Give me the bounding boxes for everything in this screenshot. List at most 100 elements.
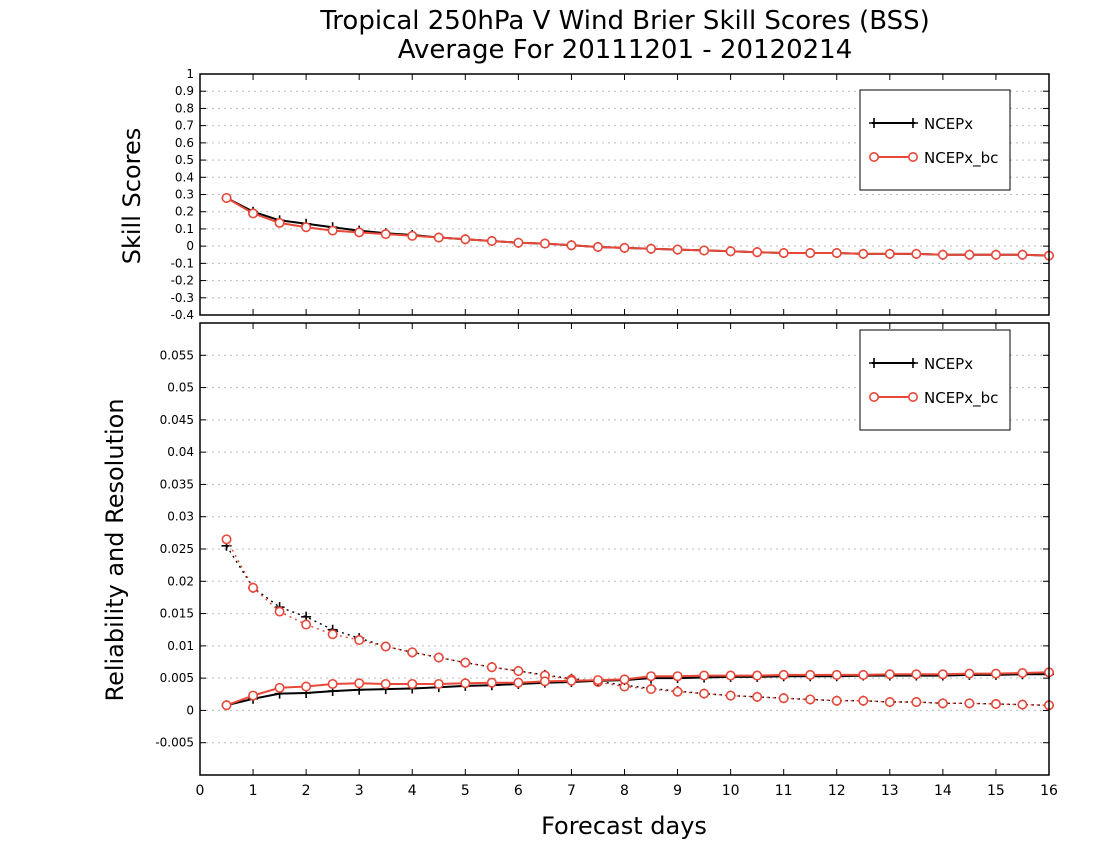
top-data-point (619, 242, 630, 253)
bottom-series-line (226, 671, 1050, 707)
chart-subtitle: Average For 20111201 - 20120214 (398, 35, 853, 65)
bottom-data-point (433, 652, 444, 663)
bottom-data-point (566, 675, 577, 686)
top-legend: NCEPx NCEPx_bc (859, 89, 1011, 191)
bottom-data-point (805, 694, 816, 705)
top-data-point (301, 222, 312, 233)
x-tick-label: 11 (775, 783, 793, 799)
top-data-point (778, 248, 789, 259)
bottom-data-point (1017, 667, 1028, 678)
top-legend-label: NCEPx (924, 115, 973, 133)
top-y-axis-label: Skill Scores (118, 128, 146, 265)
bottom-y-tick-label: 0.045 (160, 413, 194, 427)
bottom-data-point (301, 619, 312, 630)
bottom-data-point (486, 677, 497, 688)
bottom-data-point (327, 678, 338, 689)
bottom-data-point (990, 698, 1001, 709)
x-tick-label: 3 (355, 783, 364, 799)
top-data-point (592, 242, 603, 253)
x-tick-label: 10 (722, 783, 740, 799)
bottom-series-line (225, 545, 1050, 706)
x-tick-label: 5 (461, 783, 470, 799)
bottom-data-point (964, 698, 975, 709)
bottom-data-point (672, 671, 683, 682)
bottom-series-line (226, 673, 1049, 707)
x-tick-label: 2 (302, 783, 311, 799)
x-tick-label: 4 (408, 783, 417, 799)
bottom-y-tick-label: 0.025 (160, 542, 194, 556)
top-data-point (274, 217, 285, 228)
bottom-data-point (354, 678, 365, 689)
top-data-point (831, 248, 842, 259)
bottom-data-point (354, 635, 365, 646)
top-y-tick-label: 0.3 (175, 188, 194, 202)
top-data-point (699, 245, 710, 256)
top-data-point (937, 249, 948, 260)
top-data-point (1017, 249, 1028, 260)
top-data-point (460, 234, 471, 245)
bottom-data-point (884, 669, 895, 680)
bottom-data-point (937, 669, 948, 680)
top-data-point (990, 249, 1001, 260)
bottom-data-point (725, 690, 736, 701)
top-data-point (486, 235, 497, 246)
bottom-data-point (937, 698, 948, 709)
top-y-tick-label: 0.5 (175, 153, 194, 167)
bottom-series-ncepx-bc-solid (221, 667, 1055, 711)
x-tick-label: 7 (567, 783, 576, 799)
top-data-point (380, 229, 391, 240)
top-data-point (752, 247, 763, 258)
x-tick-label: 6 (514, 783, 523, 799)
x-tick-label: 13 (881, 783, 899, 799)
bottom-data-point (407, 647, 418, 658)
bottom-data-point (858, 669, 869, 680)
bottom-legend-label: NCEPx (924, 355, 973, 373)
bottom-legend-label: NCEPx_bc (924, 389, 998, 408)
top-series-ncepx-solid (221, 192, 1054, 261)
bottom-legend-marker (907, 391, 918, 402)
top-data-point (407, 230, 418, 241)
skill-scores-panel: -0.4 -0.3 -0.2 -0.1 0 0.1 0.2 0.3 0.4 0.5 0.6 0.7 0.… (171, 67, 1055, 322)
bottom-y-tick-label: 0.02 (167, 574, 194, 588)
bottom-series-line (225, 538, 1050, 706)
bottom-y-axis-label: Reliability and Resolution (101, 398, 129, 701)
bottom-data-point (646, 671, 657, 682)
bottom-data-point (699, 688, 710, 699)
bottom-data-point (884, 697, 895, 708)
bottom-data-point (513, 666, 524, 677)
bottom-series-ncepx-solid (221, 669, 1054, 711)
bottom-data-point (301, 681, 312, 692)
top-y-tick-label: -0.1 (171, 256, 194, 270)
bottom-y-tick-label: 0.035 (160, 477, 194, 491)
top-data-point (725, 246, 736, 257)
chart-title: Tropical 250hPa V Wind Brier Skill Score… (319, 6, 930, 36)
bottom-data-point (592, 675, 603, 686)
top-y-tick-label: 0.4 (175, 170, 194, 184)
bottom-data-point (380, 641, 391, 652)
bottom-data-point (699, 670, 710, 681)
x-axis-label: Forecast days (541, 812, 707, 840)
top-y-tick-label: 1 (186, 67, 194, 81)
top-legend-marker (869, 118, 879, 128)
top-data-point (672, 244, 683, 255)
top-data-point (646, 243, 657, 254)
bottom-data-point (911, 697, 922, 708)
bottom-y-tick-label: 0.05 (167, 381, 194, 395)
bottom-legend: NCEPx NCEPx_bc (859, 329, 1011, 431)
bottom-data-point (990, 668, 1001, 679)
bottom-data-point (274, 606, 285, 617)
top-data-point (858, 248, 869, 259)
top-series-line (226, 197, 1050, 257)
top-data-point (539, 238, 550, 249)
bottom-legend-marker (868, 391, 879, 402)
bottom-y-tick-label: -0.005 (155, 736, 194, 750)
bottom-data-point (221, 700, 232, 711)
bottom-data-point (407, 678, 418, 689)
top-data-point (354, 227, 365, 238)
top-series-ncepx-bc-solid (221, 192, 1055, 261)
top-y-tick-label: 0.1 (175, 222, 194, 236)
x-tick-label: 8 (620, 783, 629, 799)
bottom-data-point (380, 678, 391, 689)
top-data-point (248, 208, 259, 219)
top-data-point (221, 192, 232, 203)
